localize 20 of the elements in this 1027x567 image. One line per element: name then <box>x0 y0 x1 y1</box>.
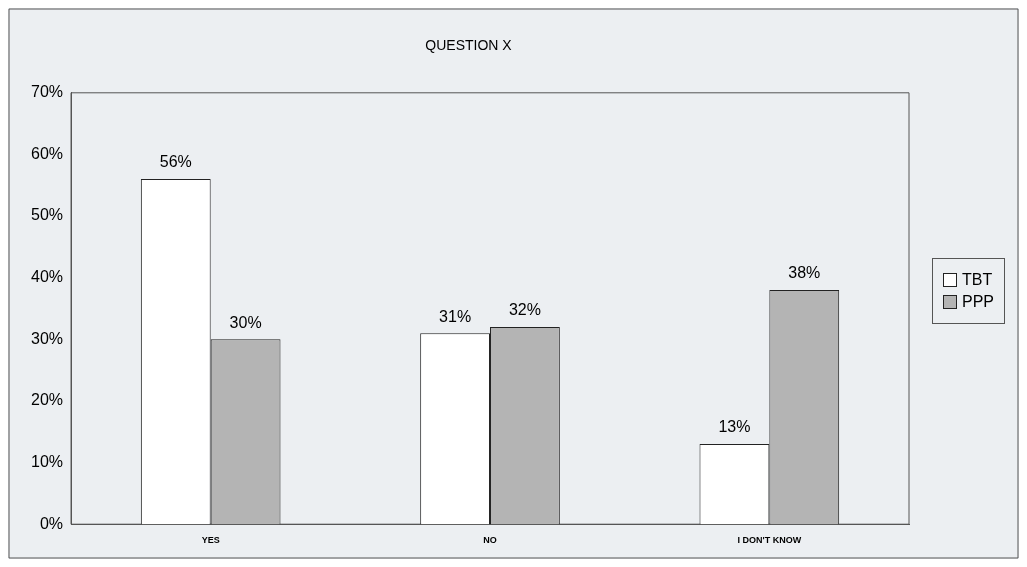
text: 56% <box>159 153 192 171</box>
x-tick-label: NO <box>483 535 497 546</box>
y-tick-label: 10% <box>30 452 64 470</box>
y-tick-label: 70% <box>30 83 64 101</box>
y-tick-label: 0% <box>39 514 64 532</box>
text: 30% <box>229 313 262 331</box>
y-tick-label: 30% <box>30 329 64 347</box>
text: 32% <box>508 301 541 319</box>
y-tick-label: 60% <box>30 144 64 162</box>
x-tick-label: I DON'T KNOW <box>737 535 802 546</box>
chart-title: QUESTION X <box>425 37 513 54</box>
x-tick-label: YES <box>201 535 220 546</box>
text: 31% <box>439 307 472 325</box>
y-tick-label: 20% <box>30 391 64 409</box>
legend-label: TBT <box>961 271 993 289</box>
legend-label: PPP <box>961 293 994 311</box>
text: 13% <box>718 418 751 436</box>
y-tick-label: 50% <box>30 206 64 224</box>
y-tick-label: 40% <box>30 268 64 286</box>
text: 38% <box>788 264 821 282</box>
